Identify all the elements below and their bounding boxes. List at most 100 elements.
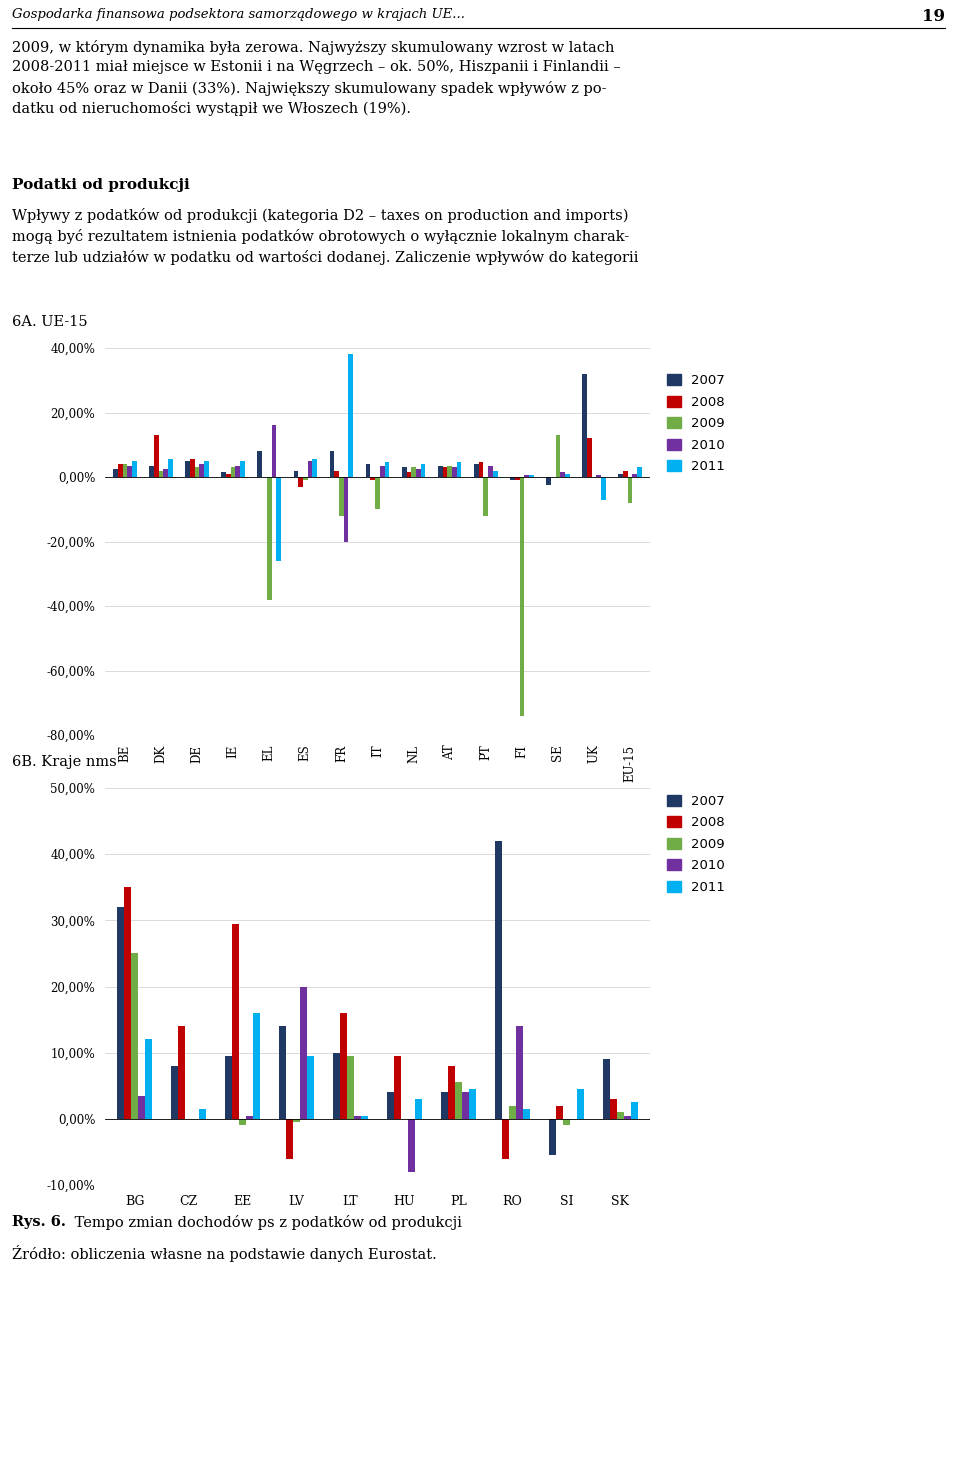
Text: Źródło: obliczenia własne na podstawie danych Eurostat.: Źródło: obliczenia własne na podstawie d… (12, 1245, 437, 1262)
Bar (163, 468, 168, 477)
Bar (502, 1119, 509, 1158)
Bar (462, 1092, 469, 1119)
Bar (307, 1055, 314, 1119)
Bar (307, 461, 312, 477)
Bar (240, 461, 245, 477)
Text: 2009, w którym dynamika była zerowa. Najwyższy skumulowany wzrost w latach
2008-: 2009, w którym dynamika była zerowa. Naj… (12, 40, 621, 116)
Bar (488, 465, 492, 477)
Bar (145, 1039, 153, 1119)
Bar (549, 1119, 556, 1155)
Bar (415, 1100, 422, 1119)
Text: Gospodarka finansowa podsektora samorządowego w krajach UE...: Gospodarka finansowa podsektora samorząd… (12, 7, 465, 21)
Text: 6B. Kraje nms: 6B. Kraje nms (12, 755, 117, 769)
Bar (354, 1116, 361, 1119)
Bar (253, 1013, 260, 1119)
Bar (469, 1089, 476, 1119)
Bar (158, 471, 163, 477)
Bar (276, 477, 281, 561)
Bar (623, 471, 628, 477)
Bar (452, 467, 457, 477)
Bar (300, 986, 307, 1119)
Bar (447, 465, 452, 477)
Bar (138, 1095, 145, 1119)
Bar (637, 467, 642, 477)
Bar (610, 1100, 617, 1119)
Bar (340, 1013, 347, 1119)
Bar (279, 1026, 286, 1119)
Bar (524, 476, 529, 477)
Bar (294, 471, 299, 477)
Bar (601, 477, 606, 499)
Bar (344, 477, 348, 542)
Bar (561, 473, 565, 477)
Bar (624, 1116, 631, 1119)
Bar (303, 477, 307, 480)
Bar (408, 1119, 415, 1171)
Bar (441, 1092, 448, 1119)
Bar (375, 477, 380, 509)
Bar (406, 473, 411, 477)
Bar (617, 1113, 624, 1119)
Bar (334, 471, 339, 477)
Bar (124, 887, 132, 1119)
Bar (394, 1055, 401, 1119)
Bar (361, 1116, 368, 1119)
Legend: 2007, 2008, 2009, 2010, 2011: 2007, 2008, 2009, 2010, 2011 (667, 794, 725, 894)
Bar (556, 435, 561, 477)
Bar (618, 474, 623, 477)
Bar (185, 461, 190, 477)
Bar (515, 477, 519, 480)
Text: Podatki od produkcji: Podatki od produkcji (12, 178, 190, 192)
Bar (402, 467, 406, 477)
Bar (132, 953, 138, 1119)
Bar (380, 465, 385, 477)
Bar (565, 474, 569, 477)
Bar (457, 462, 462, 477)
Bar (387, 1092, 394, 1119)
Bar (257, 451, 262, 477)
Bar (347, 1055, 354, 1119)
Bar (448, 1066, 455, 1119)
Bar (339, 477, 344, 515)
Bar (230, 467, 235, 477)
Bar (523, 1108, 530, 1119)
Text: 19: 19 (922, 7, 945, 25)
Bar (631, 1102, 637, 1119)
Bar (168, 459, 173, 477)
Bar (371, 477, 375, 480)
Bar (246, 1116, 253, 1119)
Bar (293, 1119, 300, 1122)
Bar (516, 1026, 523, 1119)
Text: Rys. 6.: Rys. 6. (12, 1216, 66, 1229)
Text: Wpływy z podatków od produkcji (kategoria D2 – taxes on production and imports)
: Wpływy z podatków od produkcji (kategori… (12, 208, 638, 266)
Bar (171, 1066, 179, 1119)
Text: Tempo zmian dochodów ps z podatków od produkcji: Tempo zmian dochodów ps z podatków od pr… (70, 1216, 462, 1230)
Bar (299, 477, 303, 487)
Bar (563, 1119, 570, 1126)
Bar (633, 474, 637, 477)
Bar (509, 1105, 516, 1119)
Bar (118, 464, 123, 477)
Bar (519, 477, 524, 716)
Bar (484, 477, 488, 515)
Bar (510, 477, 515, 480)
Bar (479, 462, 484, 477)
Bar (546, 477, 551, 484)
Bar (385, 462, 389, 477)
Bar (286, 1119, 293, 1158)
Text: 6A. UE-15: 6A. UE-15 (12, 316, 87, 329)
Bar (420, 464, 425, 477)
Bar (113, 468, 118, 477)
Bar (333, 1053, 340, 1119)
Bar (529, 476, 534, 477)
Bar (492, 471, 497, 477)
Bar (179, 1026, 185, 1119)
Bar (200, 464, 204, 477)
Bar (149, 465, 154, 477)
Legend: 2007, 2008, 2009, 2010, 2011: 2007, 2008, 2009, 2010, 2011 (667, 374, 725, 473)
Bar (443, 467, 447, 477)
Bar (583, 374, 587, 477)
Bar (494, 841, 502, 1119)
Bar (455, 1082, 462, 1119)
Bar (123, 464, 127, 477)
